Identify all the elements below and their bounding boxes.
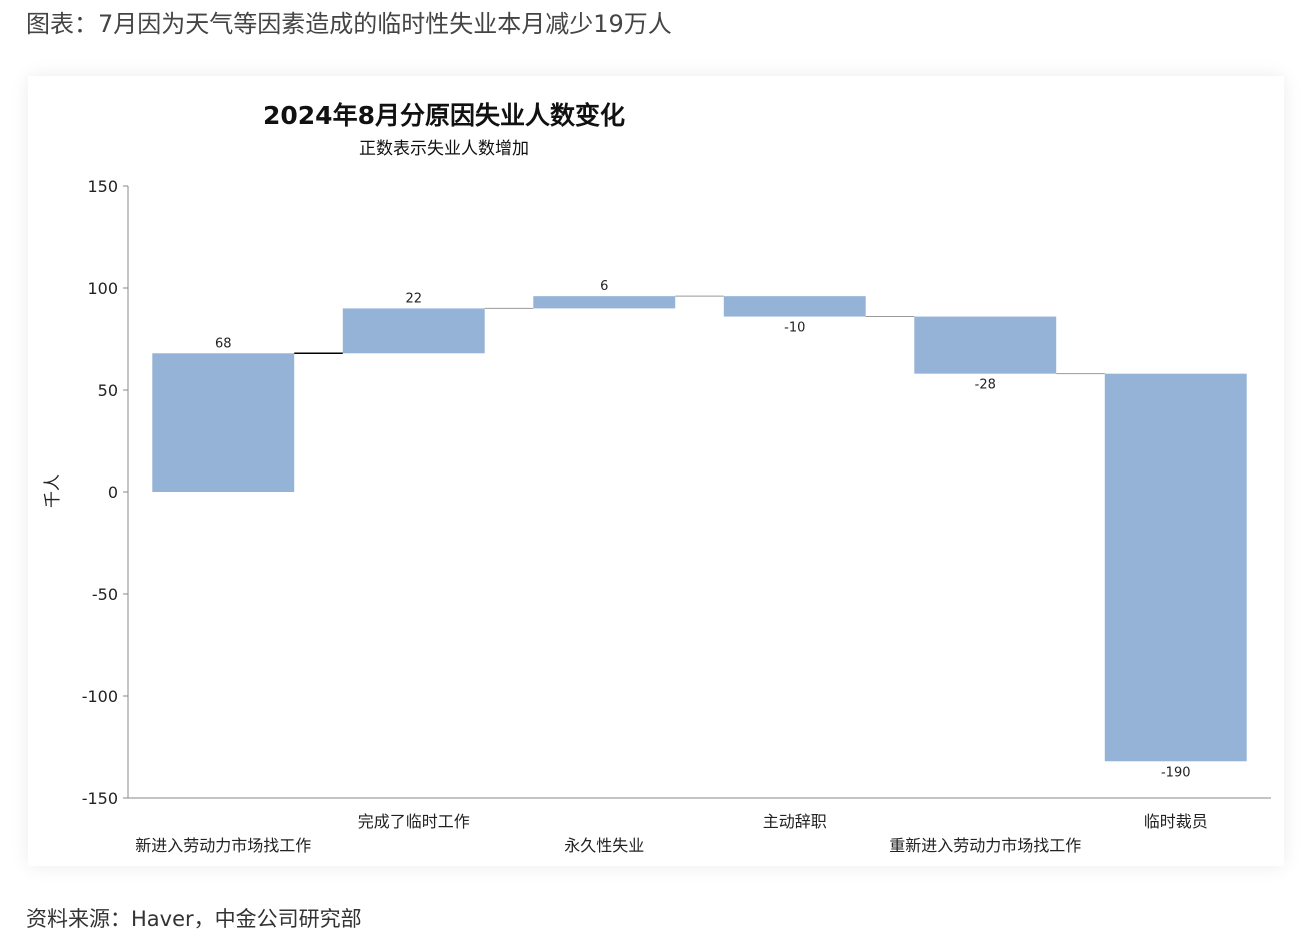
waterfall-bar [723, 296, 866, 317]
waterfall-bar [533, 296, 676, 309]
data-label: -190 [1161, 765, 1191, 780]
y-tick-label: -100 [82, 687, 118, 706]
y-tick-label: -150 [82, 789, 118, 808]
waterfall-bar [152, 353, 295, 492]
y-tick-label: 150 [87, 177, 118, 196]
waterfall-bar [1104, 373, 1247, 762]
chart-title: 2024年8月分原因失业人数变化 [263, 101, 625, 130]
y-axis-label: 千人 [43, 474, 63, 508]
chart-card: 2024年8月分原因失业人数变化 正数表示失业人数增加 千人 150 100 50 0… [28, 76, 1284, 866]
y-tick-label: -50 [92, 585, 118, 604]
data-label: 6 [600, 279, 608, 294]
x-category-label: 完成了临时工作 [358, 812, 470, 831]
y-tick-label: 50 [98, 381, 118, 400]
chart-subtitle: 正数表示失业人数增加 [359, 139, 529, 159]
x-category-label: 重新进入劳动力市场找工作 [889, 836, 1081, 855]
waterfall-bar [914, 316, 1057, 374]
data-label: -10 [784, 321, 805, 336]
y-tick-label: 0 [108, 483, 118, 502]
data-label: 68 [215, 336, 232, 351]
data-label: 22 [405, 291, 422, 306]
x-category-label: 永久性失业 [564, 836, 644, 855]
source-note: 资料来源：Haver，中金公司研究部 [26, 907, 362, 931]
y-tick-label: 100 [87, 279, 118, 298]
x-category-label: 临时裁员 [1144, 812, 1208, 831]
waterfall-bar [342, 308, 485, 354]
data-label: -28 [975, 378, 996, 393]
x-category-label: 新进入劳动力市场找工作 [135, 836, 311, 855]
x-category-label: 主动辞职 [763, 812, 827, 831]
figure-caption: 图表：7月因为天气等因素造成的临时性失业本月减少19万人 [26, 10, 672, 38]
waterfall-chart: 2024年8月分原因失业人数变化 正数表示失业人数增加 千人 150 100 50 0… [43, 101, 1271, 855]
